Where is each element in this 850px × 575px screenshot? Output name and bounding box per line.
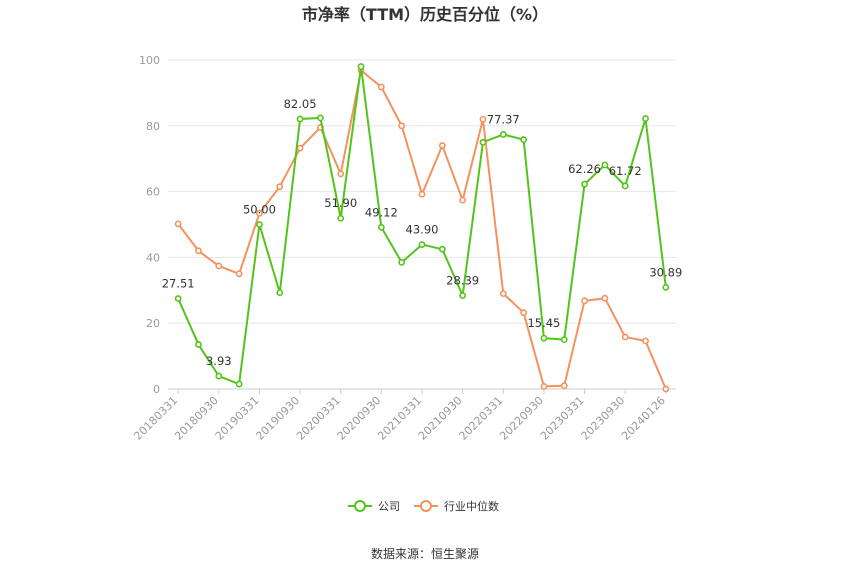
legend-label: 公司 (378, 500, 400, 513)
data-point[interactable] (256, 221, 263, 228)
data-point[interactable] (195, 247, 202, 255)
data-label: 3.93 (206, 354, 232, 368)
data-point[interactable] (398, 258, 406, 266)
data-point[interactable] (276, 183, 284, 191)
data-label: 28.39 (446, 274, 479, 288)
data-point[interactable] (662, 283, 670, 291)
legend-label: 行业中位数 (444, 499, 499, 513)
data-label: 50.00 (243, 203, 276, 217)
y-tick-label: 20 (146, 317, 160, 330)
data-point[interactable] (499, 290, 507, 297)
y-tick-label: 100 (139, 54, 160, 67)
legend[interactable]: 公司 行业中位数 (348, 499, 499, 513)
data-label: 51.90 (324, 196, 357, 210)
data-point[interactable] (174, 295, 182, 302)
data-label: 49.12 (365, 205, 398, 219)
data-point[interactable] (256, 209, 263, 217)
data-point[interactable] (337, 170, 345, 178)
data-point[interactable] (581, 297, 588, 305)
data-labels: 27.51 3.93 50.00 82.05 51.90 49.12 43.90 28.39 7… (162, 97, 683, 368)
data-point[interactable] (296, 115, 304, 123)
data-point[interactable] (601, 294, 609, 302)
data-label: 62.26 (568, 162, 601, 176)
data-label: 15.45 (527, 316, 560, 330)
chart-title: 市净率（TTM）历史百分位（%） (302, 5, 548, 24)
data-label: 43.90 (406, 223, 439, 237)
data-point[interactable] (601, 161, 609, 169)
legend-item-1[interactable]: 行业中位数 (414, 499, 499, 513)
data-point[interactable] (418, 190, 426, 198)
data-point[interactable] (377, 83, 385, 91)
data-point[interactable] (316, 114, 324, 122)
data-point[interactable] (235, 270, 243, 278)
legend-marker (354, 500, 366, 512)
data-point[interactable] (479, 115, 487, 123)
x-tick-label: 20240126 (619, 394, 668, 443)
data-point[interactable] (621, 182, 629, 190)
data-point[interactable] (581, 180, 588, 188)
data-point[interactable] (560, 336, 568, 344)
data-point[interactable] (662, 385, 670, 393)
data-point[interactable] (479, 138, 487, 146)
data-point[interactable] (560, 382, 568, 390)
data-point[interactable] (195, 341, 202, 348)
data-point[interactable] (377, 223, 385, 231)
data-point[interactable] (174, 220, 182, 228)
data-label: 61.72 (609, 164, 642, 178)
data-point[interactable] (459, 196, 467, 204)
data-point[interactable] (459, 292, 467, 299)
series-0 (174, 63, 670, 388)
data-point[interactable] (642, 337, 649, 345)
data-point[interactable] (296, 144, 304, 152)
data-point[interactable] (520, 309, 527, 317)
source-note: 数据来源：恒生聚源 (371, 546, 479, 561)
y-tick-label: 0 (153, 383, 160, 396)
data-point[interactable] (621, 333, 629, 341)
y-axis: 0 20 40 60 80 100 (139, 54, 160, 396)
legend-marker (420, 500, 432, 512)
data-point[interactable] (540, 382, 548, 390)
y-tick-label: 40 (146, 251, 160, 264)
data-point[interactable] (540, 334, 548, 342)
data-point[interactable] (642, 115, 649, 122)
y-tick-label: 60 (146, 186, 160, 199)
data-label: 30.89 (649, 265, 682, 279)
data-point[interactable] (215, 262, 223, 270)
series-layer (174, 63, 670, 393)
data-point[interactable] (357, 63, 365, 70)
data-point[interactable] (398, 122, 406, 130)
data-label: 27.51 (162, 276, 195, 290)
y-tick-label: 80 (146, 120, 160, 133)
data-point[interactable] (499, 131, 507, 138)
data-point[interactable] (418, 241, 426, 248)
legend-item-0[interactable]: 公司 (348, 500, 400, 513)
data-label: 82.05 (284, 97, 317, 111)
data-point[interactable] (520, 136, 527, 144)
data-point[interactable] (438, 245, 446, 253)
data-point[interactable] (235, 380, 243, 388)
data-point[interactable] (337, 214, 345, 222)
x-axis: 2018033120180930201903312019093020200331… (131, 388, 676, 443)
data-label: 77.37 (487, 112, 520, 126)
data-point[interactable] (276, 289, 284, 297)
data-point[interactable] (215, 372, 223, 380)
data-point[interactable] (438, 142, 446, 149)
